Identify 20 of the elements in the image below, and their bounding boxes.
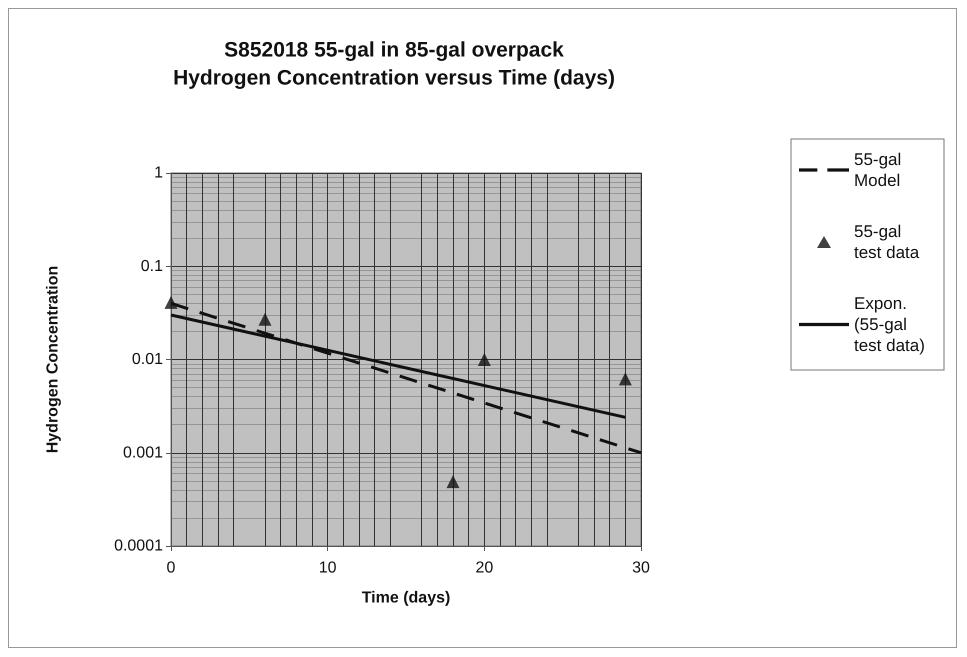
y-tick-label: 0.001 bbox=[122, 444, 164, 462]
point bbox=[164, 296, 178, 309]
x-axis-title: Time (days) bbox=[362, 590, 450, 606]
x-tick-label: 20 bbox=[475, 560, 494, 576]
chart-title: S852018 55-gal in 85-gal overpack Hydrogen Concentration versus Time (days) bbox=[173, 38, 615, 90]
y-axis-title: Hydrogen Concentration bbox=[44, 266, 62, 454]
x-tick-label: 0 bbox=[166, 560, 176, 576]
x-tick-label: 10 bbox=[318, 560, 337, 576]
y-tick-label: 0.0001 bbox=[114, 538, 164, 554]
point bbox=[618, 372, 632, 386]
y-tick-label: 0.1 bbox=[140, 258, 164, 275]
legend-label: Expon. (55-gal test data) bbox=[854, 294, 925, 355]
legend-label: 55-gal test data bbox=[854, 222, 920, 262]
point bbox=[478, 353, 491, 366]
legend-label: 55-gal Model bbox=[854, 150, 906, 190]
y-tick-label: 0.01 bbox=[132, 351, 164, 368]
point bbox=[258, 312, 272, 326]
point bbox=[446, 475, 460, 488]
y-tick-label: 1 bbox=[154, 164, 164, 182]
x-tick-label: 30 bbox=[632, 560, 650, 576]
